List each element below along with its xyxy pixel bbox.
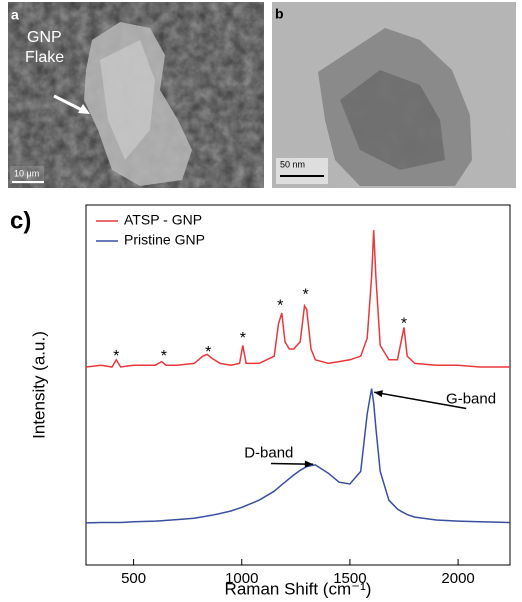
spectrum-line <box>85 388 511 524</box>
raman-chart: c) Intensity (a.u.) Raman Shift (cm⁻¹) 5… <box>10 204 511 598</box>
panel-label: a <box>11 7 19 23</box>
peak-marker: * <box>161 348 167 365</box>
y-axis-title: Intensity (a.u.) <box>29 331 48 439</box>
x-tick-label: 2000 <box>441 570 474 587</box>
band-label: G-band <box>446 390 496 407</box>
sem-image: a GNP Flake 10 μm <box>8 2 264 188</box>
legend-label: Pristine GNP <box>124 232 205 248</box>
peak-marker: * <box>277 297 283 314</box>
spectrum-line <box>85 230 510 368</box>
annotation: Flake <box>25 49 64 66</box>
panel-label: b <box>275 6 284 22</box>
peak-marker: * <box>205 344 211 361</box>
x-axis-title: Raman Shift (cm⁻¹) <box>225 579 372 598</box>
arrow-head <box>304 460 314 468</box>
annotation: GNP <box>27 29 62 46</box>
tem-image: b 50 nm <box>272 2 516 188</box>
band-label: D-band <box>244 444 293 461</box>
peak-marker: * <box>302 287 308 304</box>
x-tick-label: 1000 <box>225 570 258 587</box>
peak-marker: * <box>240 330 246 347</box>
legend-label: ATSP - GNP <box>124 212 202 228</box>
peak-marker: * <box>113 348 119 365</box>
panel-label: c) <box>10 207 31 234</box>
scale-bar-label: 10 μm <box>14 168 39 178</box>
arrow-head <box>374 390 383 398</box>
x-tick-label: 500 <box>121 570 146 587</box>
scale-bar-label: 50 nm <box>280 159 305 169</box>
peak-marker: * <box>401 315 407 332</box>
plot-frame <box>85 204 511 566</box>
x-tick-label: 1500 <box>333 570 366 587</box>
annotation-arrow <box>374 391 467 410</box>
